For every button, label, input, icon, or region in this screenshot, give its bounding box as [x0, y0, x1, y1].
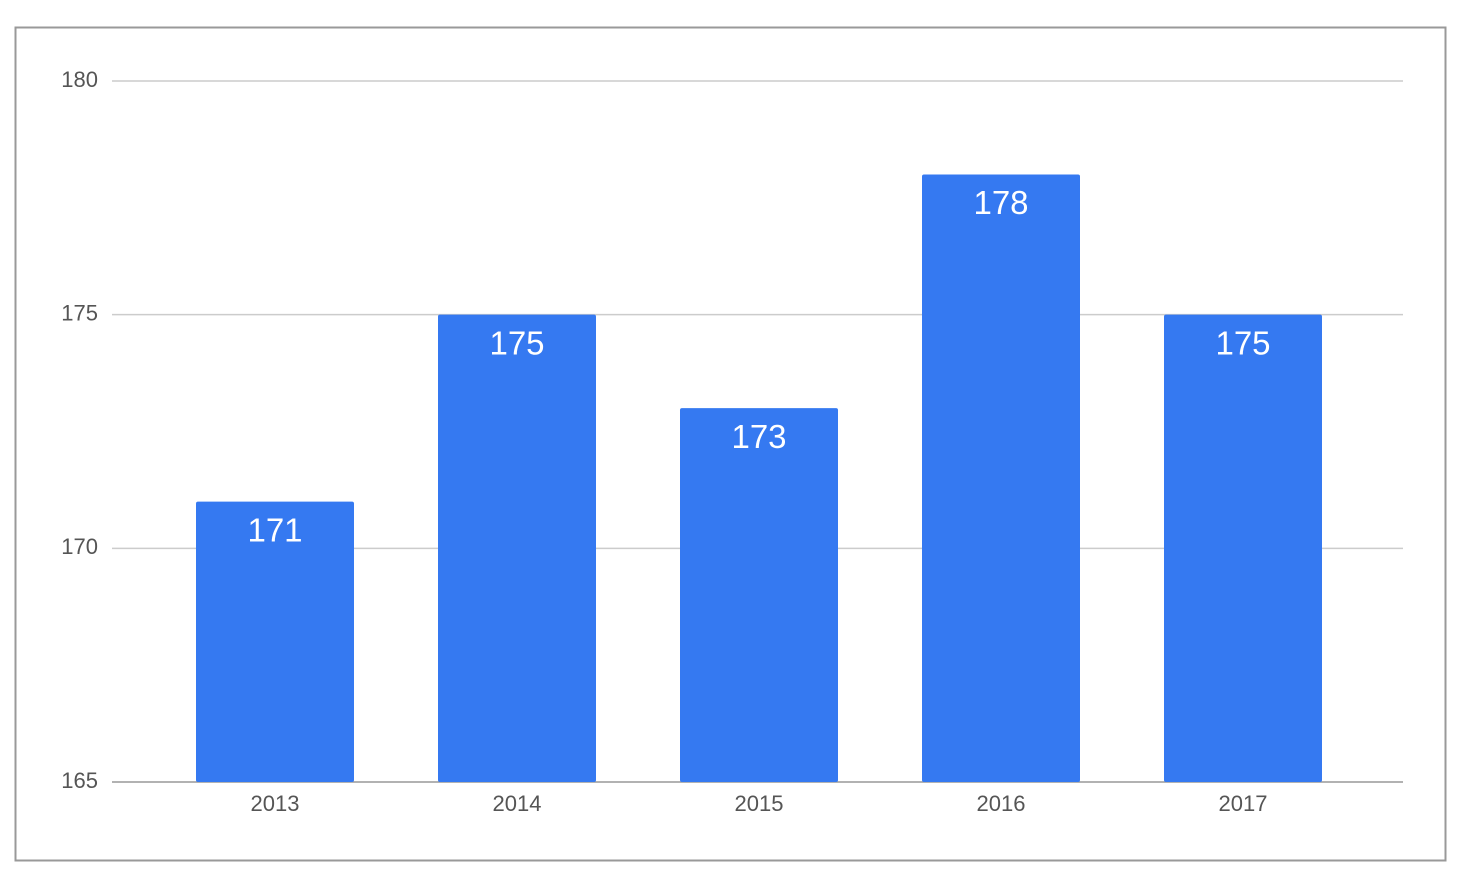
bar [196, 501, 354, 782]
y-tick-label: 165 [61, 768, 98, 793]
data-label: 173 [731, 418, 786, 455]
x-tick-label: 2013 [251, 791, 300, 816]
x-tick-label: 2017 [1219, 791, 1268, 816]
bar [438, 314, 596, 782]
data-label: 175 [489, 324, 544, 361]
bar [922, 174, 1080, 782]
data-label: 178 [973, 184, 1028, 221]
y-tick-label: 180 [61, 67, 98, 92]
bar [1164, 314, 1322, 782]
y-tick-label: 170 [61, 534, 98, 559]
x-tick-label: 2015 [735, 791, 784, 816]
y-tick-label: 175 [61, 300, 98, 325]
bar [680, 408, 838, 782]
x-tick-label: 2014 [493, 791, 542, 816]
x-tick-label: 2016 [977, 791, 1026, 816]
data-label: 175 [1215, 324, 1270, 361]
data-label: 171 [247, 511, 302, 548]
